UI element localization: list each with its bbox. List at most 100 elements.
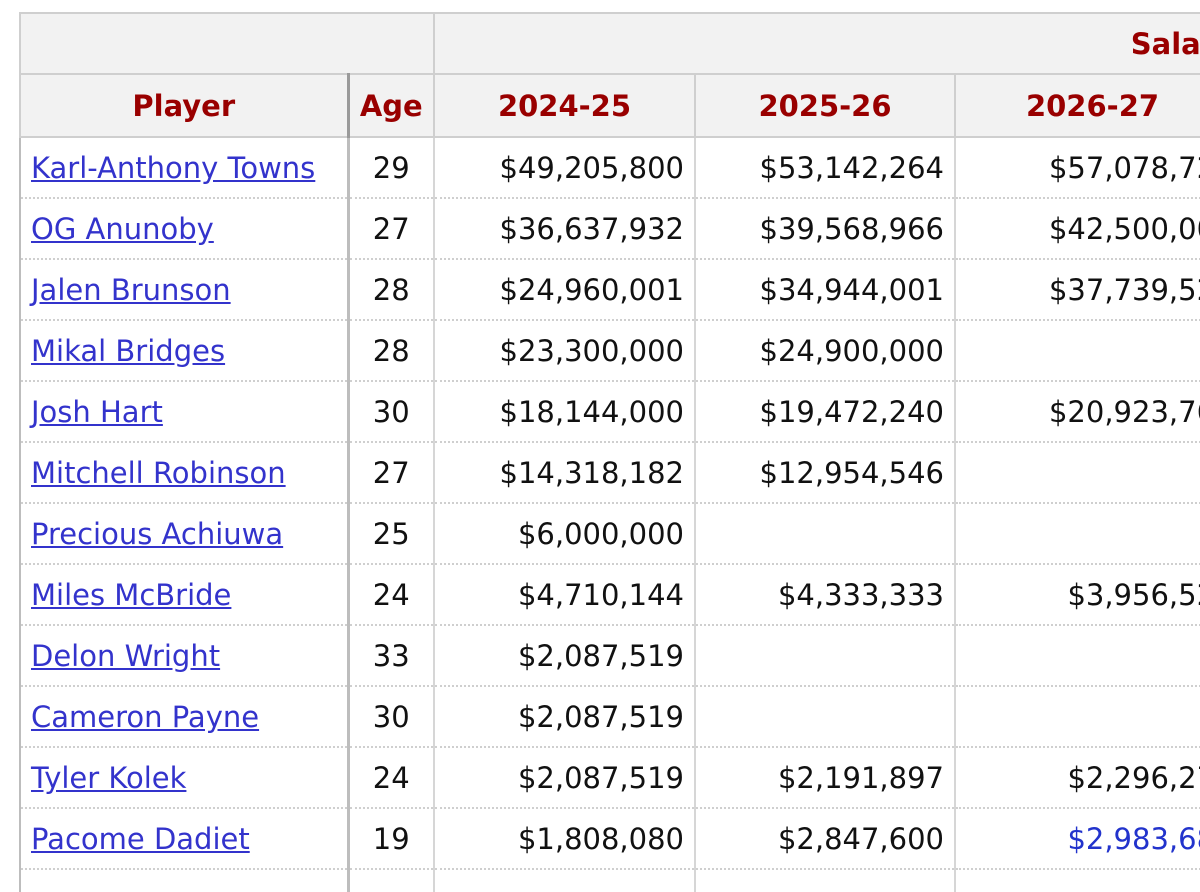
age-cell: 28 [347, 320, 435, 382]
salary-cell: $14,318,182 [433, 442, 696, 504]
salary-cell: $2,296,27 [953, 747, 1200, 809]
salary-cell: $57,078,72 [953, 137, 1200, 199]
salary-cell: $39,568,966 [694, 198, 956, 260]
player-cell: Jalen Brunson [19, 259, 350, 321]
group-header: Salar [432, 12, 1200, 75]
player-cell: Miles McBride [19, 564, 350, 626]
salary-cell: $23,300,000 [433, 320, 696, 382]
salary-cell [953, 686, 1200, 748]
salary-cell [694, 503, 956, 565]
player-link[interactable]: Josh Hart [31, 394, 163, 429]
age-cell: 28 [347, 259, 435, 321]
salary-cell: $4,333,333 [694, 564, 956, 626]
salary-cell: $42,500,00 [953, 198, 1200, 260]
table-row: Tyler Kolek 24 $2,087,519 $2,191,897 $2,296,… [19, 747, 1200, 809]
player-cell: Precious Achiuwa [19, 503, 350, 565]
player-link[interactable]: Precious Achiuwa [31, 516, 284, 551]
table-row: Karl-Anthony Towns 29 $49,205,800 $53,142,2… [19, 137, 1200, 199]
salary-cell: $12,954,546 [694, 442, 956, 504]
table-body: Karl-Anthony Towns 29 $49,205,800 $53,142,2… [19, 137, 1200, 892]
salary-cell: $2,087,519 [433, 686, 696, 748]
age-cell: 30 [347, 686, 435, 748]
salary-cell: $37,739,52 [953, 259, 1200, 321]
player-link[interactable]: OG Anunoby [31, 211, 214, 246]
column-header: 2026-27 [953, 73, 1200, 138]
empty-header [19, 12, 435, 75]
player-link[interactable]: Miles McBride [31, 577, 232, 612]
player-cell: Delon Wright [19, 625, 350, 687]
column-header-row: Player Age 2024-25 2025-26 2026-27 [19, 73, 1200, 138]
table-row: Josh Hart 30 $18,144,000 $19,472,240 $20,923… [19, 381, 1200, 443]
empty-cell [953, 869, 1200, 892]
player-link[interactable]: Delon Wright [31, 638, 221, 673]
salary-cell [953, 625, 1200, 687]
player-link[interactable]: Jalen Brunson [31, 272, 231, 307]
player-link[interactable]: Mikal Bridges [31, 333, 226, 368]
salary-cell: $2,847,600 [694, 808, 956, 870]
column-header: 2025-26 [694, 73, 956, 138]
table-row: Mitchell Robinson 27 $14,318,182 $12,954,54… [19, 442, 1200, 504]
group-header-row: Salar [19, 12, 1200, 75]
salary-cell [953, 442, 1200, 504]
table-viewport: Salar Player Age 2024-25 2025-26 2026-27… [19, 12, 1200, 892]
table-row: Miles McBride 24 $4,710,144 $4,333,333 $3,95… [19, 564, 1200, 626]
salary-cell: $34,944,001 [694, 259, 956, 321]
empty-cell [19, 869, 350, 892]
salary-cell: $2,087,519 [433, 625, 696, 687]
salary-cell: $53,142,264 [694, 137, 956, 199]
player-cell: Mitchell Robinson [19, 442, 350, 504]
age-cell: 33 [347, 625, 435, 687]
salary-cell: $4,710,144 [433, 564, 696, 626]
player-cell: Josh Hart [19, 381, 350, 443]
salary-cell: $24,960,001 [433, 259, 696, 321]
salary-cell: $3,956,52 [953, 564, 1200, 626]
table-row: Cameron Payne 30 $2,087,519 [19, 686, 1200, 748]
salary-cell: $2,983,68 [953, 808, 1200, 870]
player-link[interactable]: Tyler Kolek [31, 760, 187, 795]
player-cell: Pacome Dadiet [19, 808, 350, 870]
empty-cell [694, 869, 956, 892]
salary-cell [953, 320, 1200, 382]
table-row: Jalen Brunson 28 $24,960,001 $34,944,001 $37… [19, 259, 1200, 321]
empty-cell [433, 869, 696, 892]
salary-cell: $6,000,000 [433, 503, 696, 565]
salary-cell: $19,472,240 [694, 381, 956, 443]
salary-cell: $49,205,800 [433, 137, 696, 199]
empty-cell [347, 869, 435, 892]
player-link[interactable]: Cameron Payne [31, 699, 260, 734]
age-cell: 25 [347, 503, 435, 565]
player-cell: Mikal Bridges [19, 320, 350, 382]
table-row: Delon Wright 33 $2,087,519 [19, 625, 1200, 687]
table-row: Precious Achiuwa 25 $6,000,000 [19, 503, 1200, 565]
salary-cell [953, 503, 1200, 565]
age-cell: 24 [347, 747, 435, 809]
age-cell: 24 [347, 564, 435, 626]
player-cell: Tyler Kolek [19, 747, 350, 809]
salary-cell: $2,087,519 [433, 747, 696, 809]
column-header: Player [19, 73, 350, 138]
table-row [19, 869, 1200, 892]
table-row: Pacome Dadiet 19 $1,808,080 $2,847,600 $2,98… [19, 808, 1200, 870]
player-cell: Karl-Anthony Towns [19, 137, 350, 199]
player-cell: OG Anunoby [19, 198, 350, 260]
age-cell: 29 [347, 137, 435, 199]
salary-cell: $36,637,932 [433, 198, 696, 260]
player-link[interactable]: Mitchell Robinson [31, 455, 286, 490]
age-cell: 30 [347, 381, 435, 443]
column-header: Age [347, 73, 435, 138]
salary-table: Salar Player Age 2024-25 2025-26 2026-27… [19, 12, 1200, 892]
age-cell: 19 [347, 808, 435, 870]
table-row: Mikal Bridges 28 $23,300,000 $24,900,000 [19, 320, 1200, 382]
age-cell: 27 [347, 198, 435, 260]
player-link[interactable]: Karl-Anthony Towns [31, 150, 316, 185]
salary-cell [694, 686, 956, 748]
salary-cell: $24,900,000 [694, 320, 956, 382]
salary-cell [694, 625, 956, 687]
table-row: OG Anunoby 27 $36,637,932 $39,568,966 $42,50… [19, 198, 1200, 260]
player-link[interactable]: Pacome Dadiet [31, 821, 250, 856]
age-cell: 27 [347, 442, 435, 504]
salary-cell: $18,144,000 [433, 381, 696, 443]
salary-cell: $2,191,897 [694, 747, 956, 809]
salary-cell: $1,808,080 [433, 808, 696, 870]
